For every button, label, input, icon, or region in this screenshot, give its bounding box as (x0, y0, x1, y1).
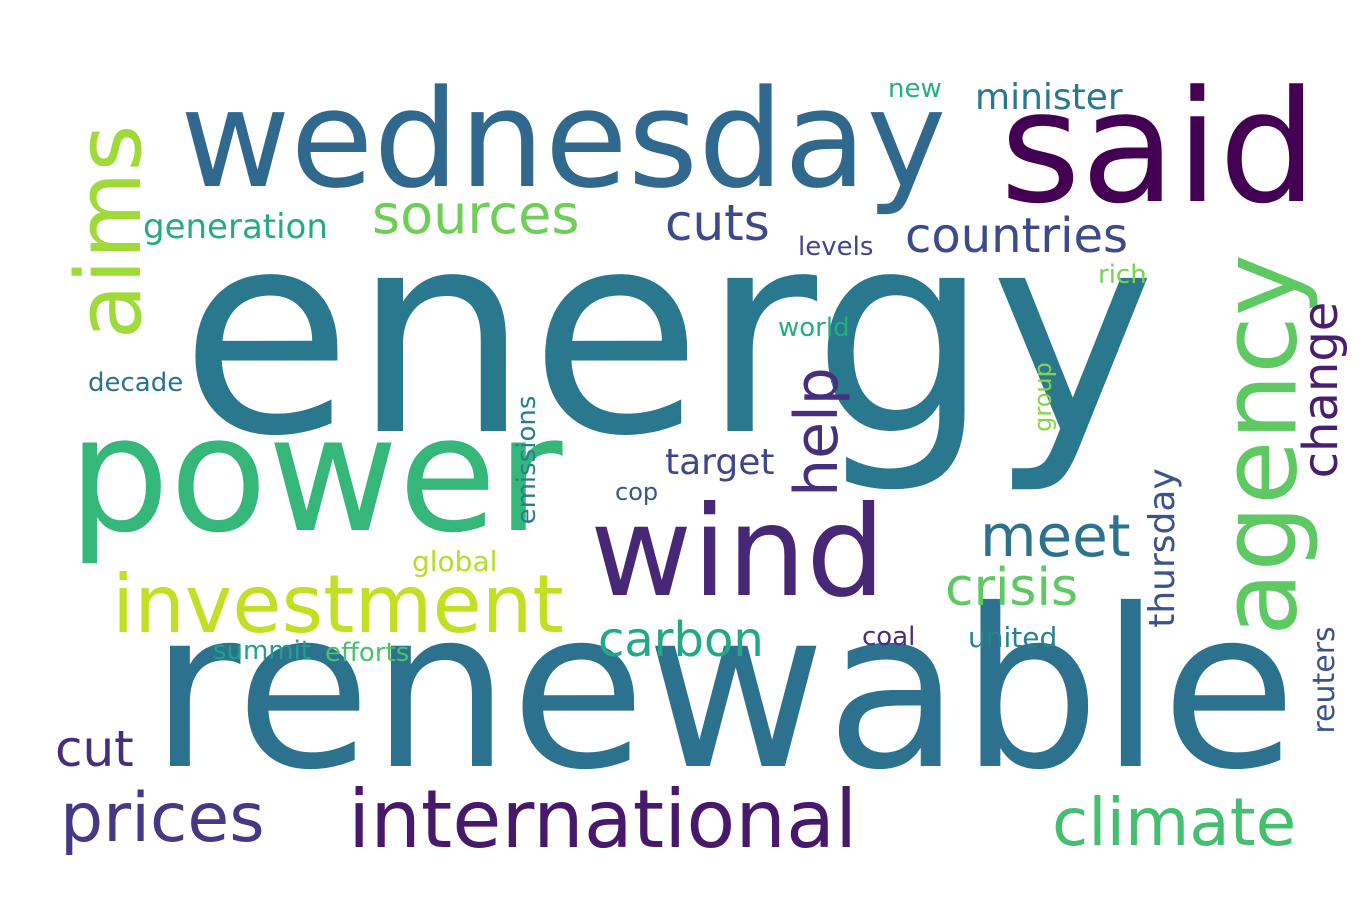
word-carbon: carbon (598, 612, 764, 668)
word-investment: investment (112, 558, 564, 651)
word-efforts: efforts (325, 638, 410, 668)
word-levels: levels (798, 232, 874, 262)
word-crisis: crisis (945, 558, 1079, 618)
word-energy: energy (180, 172, 1156, 498)
word-coal: coal (862, 622, 916, 652)
word-meet: meet (980, 502, 1131, 570)
word-cop: cop (615, 478, 659, 506)
word-help: help (782, 367, 852, 497)
word-wednesday: wednesday (180, 61, 947, 218)
word-global: global (412, 545, 498, 578)
word-new: new (888, 74, 942, 104)
word-summit: summit (213, 636, 312, 666)
word-change: change (1293, 301, 1349, 479)
word-said: said (1000, 57, 1318, 238)
word-international: international (348, 773, 858, 866)
word-target: target (665, 442, 775, 483)
word-world: world (778, 313, 850, 343)
word-decade: decade (88, 368, 184, 398)
word-aims: aims (57, 124, 162, 340)
word-rich: rich (1098, 260, 1147, 290)
word-group: group (1029, 362, 1057, 432)
word-wind: wind (590, 480, 886, 625)
word-climate: climate (1052, 784, 1297, 861)
word-emissions: emissions (512, 395, 542, 525)
word-minister: minister (975, 77, 1123, 118)
word-cuts: cuts (665, 194, 770, 252)
word-renewable: renewable (150, 562, 1297, 818)
word-sources: sources (372, 183, 580, 246)
word-prices: prices (60, 779, 265, 858)
word-thursday: thursday (1142, 468, 1183, 628)
word-countries: countries (905, 208, 1129, 264)
word-power: power (68, 381, 563, 568)
word-cut: cut (55, 720, 134, 778)
word-reuters: reuters (1307, 626, 1342, 734)
word-united: united (968, 621, 1058, 654)
word-generation: generation (143, 207, 328, 247)
